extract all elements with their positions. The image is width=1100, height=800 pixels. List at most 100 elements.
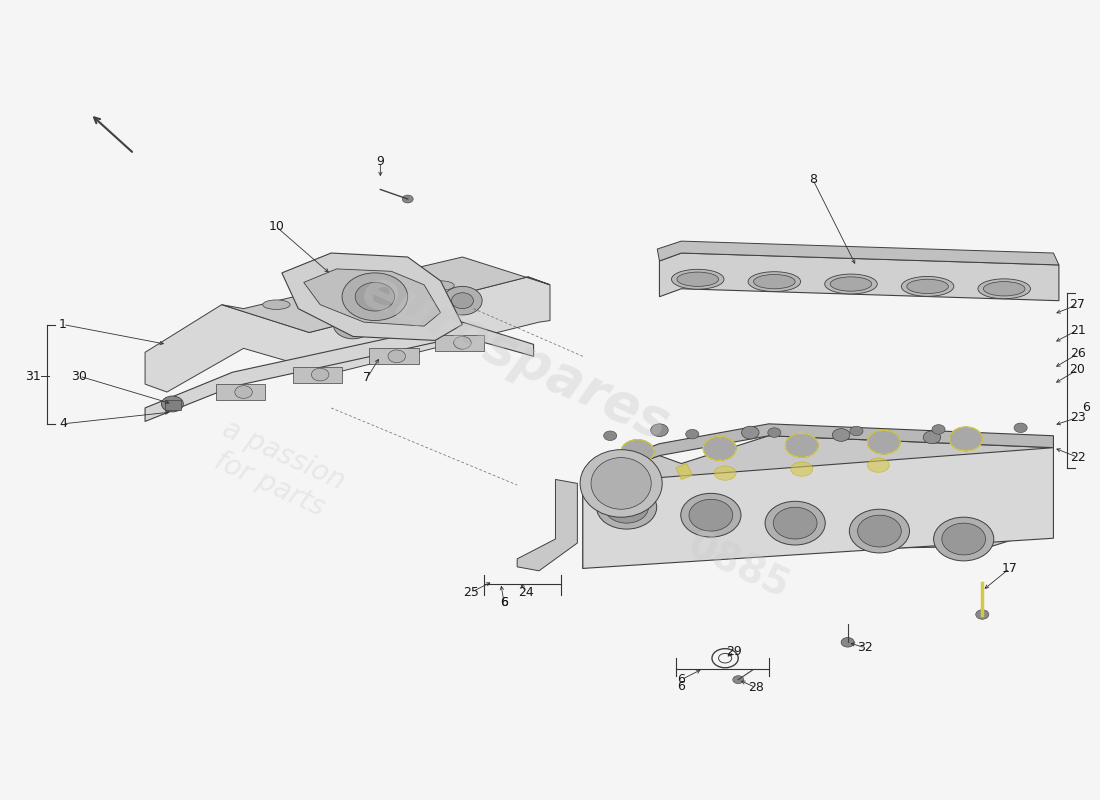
Ellipse shape xyxy=(868,458,889,472)
Circle shape xyxy=(451,293,473,309)
Ellipse shape xyxy=(714,466,736,480)
Ellipse shape xyxy=(978,279,1031,298)
Ellipse shape xyxy=(906,279,948,294)
Text: 25: 25 xyxy=(463,586,480,598)
Text: 6: 6 xyxy=(678,673,685,686)
Polygon shape xyxy=(145,277,550,392)
Polygon shape xyxy=(659,253,1059,301)
Text: 27: 27 xyxy=(1069,298,1086,311)
Text: 6: 6 xyxy=(500,596,508,609)
Ellipse shape xyxy=(689,499,733,531)
Circle shape xyxy=(1014,423,1027,433)
Circle shape xyxy=(342,317,364,333)
Ellipse shape xyxy=(676,272,718,286)
Ellipse shape xyxy=(825,274,877,294)
Text: 6: 6 xyxy=(500,596,508,609)
Text: 23: 23 xyxy=(1069,411,1086,424)
Circle shape xyxy=(842,638,855,647)
Ellipse shape xyxy=(372,287,399,297)
Circle shape xyxy=(355,282,395,311)
Circle shape xyxy=(651,424,668,437)
Text: 0885: 0885 xyxy=(681,526,795,606)
Text: 17: 17 xyxy=(1002,562,1018,575)
Ellipse shape xyxy=(858,515,901,547)
Polygon shape xyxy=(658,241,1059,265)
Circle shape xyxy=(785,434,818,457)
Circle shape xyxy=(976,610,989,619)
Polygon shape xyxy=(517,479,578,571)
Polygon shape xyxy=(222,257,550,333)
Circle shape xyxy=(733,676,744,684)
Circle shape xyxy=(833,429,850,442)
Ellipse shape xyxy=(681,494,741,537)
Polygon shape xyxy=(583,424,1054,483)
Polygon shape xyxy=(304,269,441,326)
Ellipse shape xyxy=(983,282,1025,296)
Circle shape xyxy=(932,425,945,434)
Circle shape xyxy=(333,310,373,339)
Circle shape xyxy=(741,426,759,439)
Ellipse shape xyxy=(849,510,910,553)
Ellipse shape xyxy=(591,458,651,510)
Text: 24: 24 xyxy=(518,586,534,598)
Text: 26: 26 xyxy=(1069,347,1086,361)
Text: 29: 29 xyxy=(726,646,741,658)
Ellipse shape xyxy=(773,507,817,539)
Text: 21: 21 xyxy=(1069,323,1086,337)
Circle shape xyxy=(234,386,252,398)
Text: 32: 32 xyxy=(857,642,873,654)
Text: 8: 8 xyxy=(808,173,816,186)
Circle shape xyxy=(949,427,982,451)
Text: 6: 6 xyxy=(1082,402,1090,414)
Ellipse shape xyxy=(580,450,662,517)
Polygon shape xyxy=(145,322,534,422)
Bar xyxy=(436,335,484,350)
Text: 6: 6 xyxy=(678,679,685,693)
Text: 4: 4 xyxy=(59,418,67,430)
Bar xyxy=(293,366,342,382)
Circle shape xyxy=(604,431,617,441)
Circle shape xyxy=(442,286,482,315)
Circle shape xyxy=(923,431,940,444)
Circle shape xyxy=(342,273,408,321)
Circle shape xyxy=(703,437,736,460)
Ellipse shape xyxy=(263,300,290,310)
Polygon shape xyxy=(165,400,182,410)
Circle shape xyxy=(621,440,654,463)
Circle shape xyxy=(388,350,406,362)
Circle shape xyxy=(311,368,329,381)
Ellipse shape xyxy=(596,486,657,529)
Polygon shape xyxy=(675,463,692,479)
Text: 30: 30 xyxy=(72,370,87,382)
Ellipse shape xyxy=(942,523,986,555)
Ellipse shape xyxy=(791,462,813,476)
Ellipse shape xyxy=(830,277,872,291)
Ellipse shape xyxy=(427,281,454,290)
Polygon shape xyxy=(583,448,1054,569)
Circle shape xyxy=(162,396,184,412)
Ellipse shape xyxy=(934,517,993,561)
Ellipse shape xyxy=(318,294,344,303)
Text: 7: 7 xyxy=(363,371,371,384)
Circle shape xyxy=(850,426,864,436)
Text: 20: 20 xyxy=(1069,363,1086,376)
Text: 28: 28 xyxy=(748,681,763,694)
Text: 1: 1 xyxy=(59,318,67,331)
Text: 22: 22 xyxy=(1069,450,1086,464)
Circle shape xyxy=(453,337,471,349)
Text: a passion
for parts: a passion for parts xyxy=(204,414,349,525)
Text: 10: 10 xyxy=(268,220,284,234)
Circle shape xyxy=(768,428,781,438)
Ellipse shape xyxy=(671,270,724,289)
Circle shape xyxy=(868,430,900,454)
Text: eurospares: eurospares xyxy=(353,262,678,450)
Ellipse shape xyxy=(766,502,825,545)
Ellipse shape xyxy=(901,277,954,296)
Text: 31: 31 xyxy=(25,370,42,382)
Polygon shape xyxy=(583,436,1054,569)
Bar xyxy=(370,348,419,364)
Ellipse shape xyxy=(754,274,795,289)
Bar xyxy=(331,274,451,333)
Polygon shape xyxy=(282,253,462,341)
Ellipse shape xyxy=(748,272,801,291)
